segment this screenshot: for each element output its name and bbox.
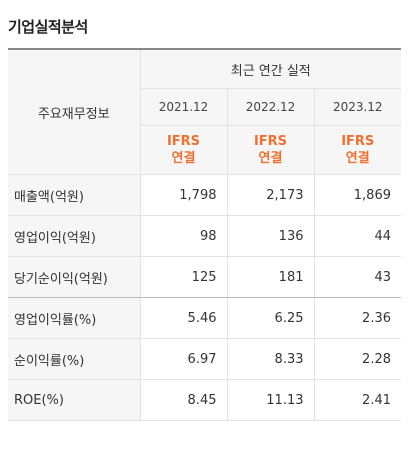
table-cell: 6.25 bbox=[226, 297, 314, 339]
table-cell: 2,173 bbox=[226, 174, 314, 216]
year-header-2023: 2023.12 bbox=[313, 88, 401, 126]
row-label: 당기순이익(억원) bbox=[8, 256, 140, 298]
table-row: 매출액(억원) 1,798 2,173 1,869 bbox=[8, 174, 401, 216]
table-row: 영업이익(억원) 98 136 44 bbox=[8, 215, 401, 257]
table-cell: 2.41 bbox=[313, 379, 401, 421]
table-cell: 1,798 bbox=[139, 174, 227, 216]
table-cell: 1,869 bbox=[313, 174, 401, 216]
table-cell: 136 bbox=[226, 215, 314, 257]
basis-label-2023: IFRS 연결 bbox=[313, 125, 401, 175]
row-label: 순이익률(%) bbox=[8, 338, 140, 380]
period-group-header: 최근 연간 실적 bbox=[139, 48, 401, 89]
basis-label-2021: IFRS 연결 bbox=[139, 125, 227, 175]
table-cell: 125 bbox=[139, 256, 227, 298]
table-cell: 6.97 bbox=[139, 338, 227, 380]
table-cell: 8.45 bbox=[139, 379, 227, 421]
row-label: 매출액(억원) bbox=[8, 174, 140, 216]
row-label: 영업이익률(%) bbox=[8, 297, 140, 339]
year-header-2021: 2021.12 bbox=[139, 88, 227, 126]
label-column-header: 주요재무정보 bbox=[8, 48, 140, 175]
table-cell: 2.36 bbox=[313, 297, 401, 339]
table-cell: 43 bbox=[313, 256, 401, 298]
table-cell: 2.28 bbox=[313, 338, 401, 380]
table-cell: 44 bbox=[313, 215, 401, 257]
row-label: ROE(%) bbox=[8, 379, 140, 421]
financial-table: 주요재무정보 최근 연간 실적 2021.12 2022.12 2023.12 … bbox=[8, 48, 401, 421]
table-row: 당기순이익(억원) 125 181 43 bbox=[8, 256, 401, 298]
table-row: ROE(%) 8.45 11.13 2.41 bbox=[8, 379, 401, 421]
table-cell: 8.33 bbox=[226, 338, 314, 380]
year-header-2022: 2022.12 bbox=[226, 88, 314, 126]
table-row: 순이익률(%) 6.97 8.33 2.28 bbox=[8, 338, 401, 380]
row-label: 영업이익(억원) bbox=[8, 215, 140, 257]
table-cell: 98 bbox=[139, 215, 227, 257]
table-cell: 181 bbox=[226, 256, 314, 298]
basis-label-2022: IFRS 연결 bbox=[226, 125, 314, 175]
table-row: 영업이익률(%) 5.46 6.25 2.36 bbox=[8, 297, 401, 339]
table-cell: 5.46 bbox=[139, 297, 227, 339]
section-title: 기업실적분석 bbox=[8, 18, 88, 36]
table-cell: 11.13 bbox=[226, 379, 314, 421]
